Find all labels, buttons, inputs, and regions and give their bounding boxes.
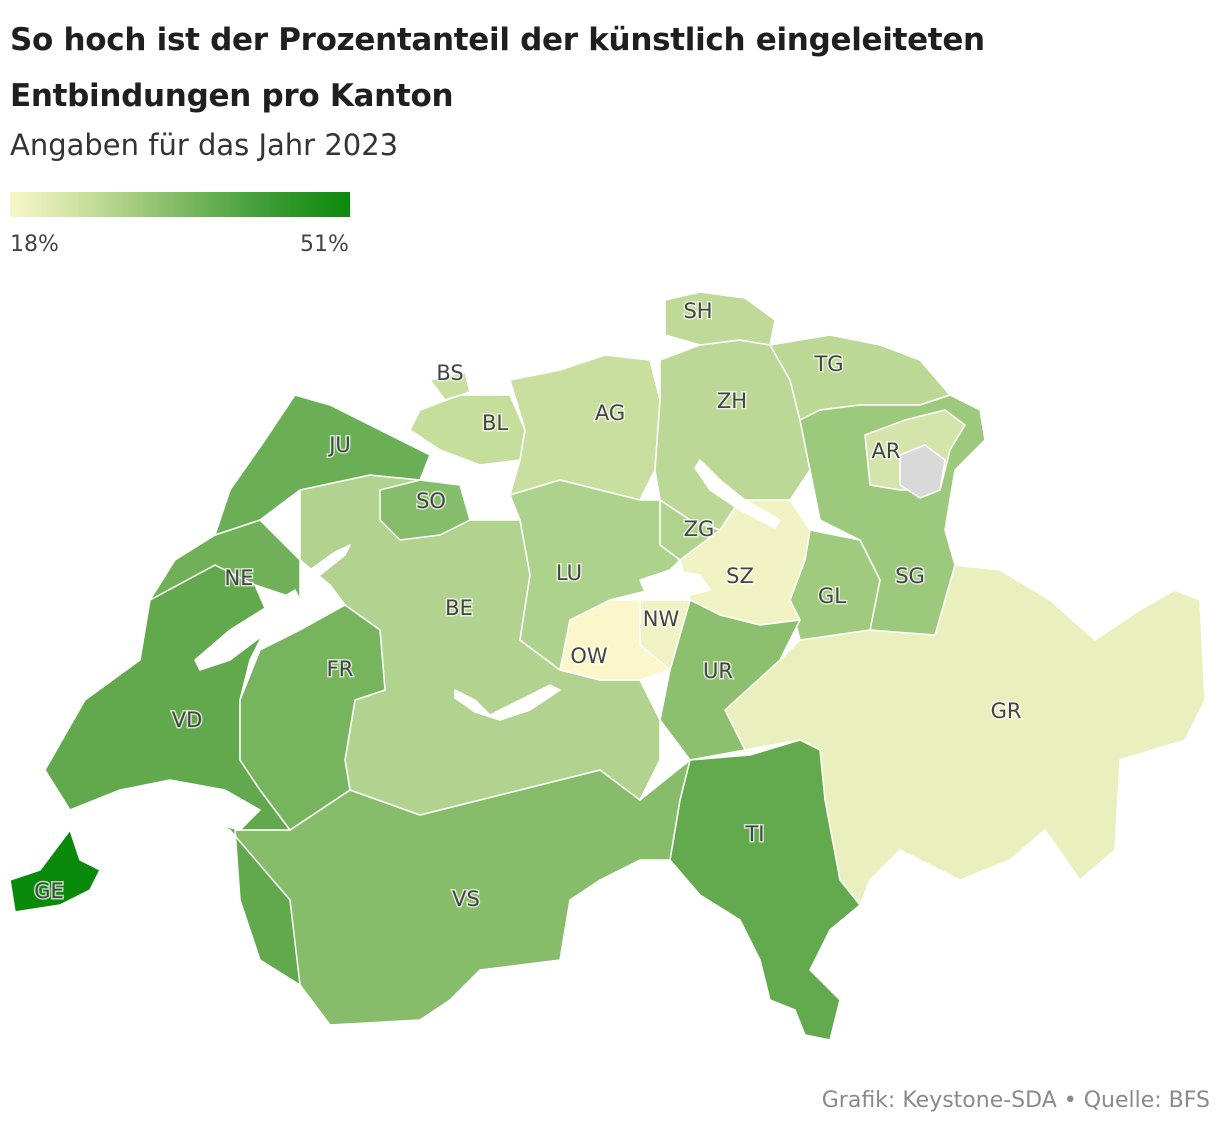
legend-min-label: 18% [10,232,59,257]
legend-max-label: 51% [300,232,349,257]
region-vd[interactable] [44,564,301,986]
lake-zurich [694,459,781,529]
label-nw: NW [643,607,680,631]
lakes [69,459,781,831]
label-so: SO [416,489,446,513]
label-vs: VS [452,887,480,911]
region-so[interactable] [379,479,471,541]
label-fr: FR [327,657,354,681]
region-sh[interactable] [664,291,776,346]
legend-color-scale [10,192,350,217]
region-ow[interactable] [559,599,671,681]
label-zg: ZG [684,517,715,541]
region-bs[interactable] [429,371,471,401]
lake-biel [309,544,351,576]
label-zh: ZH [717,389,747,413]
region-ti[interactable] [669,739,861,1041]
lake-lucerne [639,569,711,596]
switzerland-map: SH TG BS AG BL ZH JU AR SO ZG LU SZ NE S… [9,291,1206,1041]
label-bs: BS [436,361,463,385]
label-bl: BL [482,411,508,435]
label-ag: AG [595,401,625,425]
lake-thun-brienz [454,684,561,721]
lake-neuchatel [194,589,301,671]
label-ju: JU [327,433,351,457]
label-sh: SH [683,299,712,323]
canton-regions [9,291,1206,1041]
label-ur: UR [703,659,733,683]
lake-geneva [69,779,261,831]
source-credit: Grafik: Keystone-SDA • Quelle: BFS [821,1088,1210,1113]
label-lu: LU [556,561,582,585]
region-ju[interactable] [214,394,431,536]
label-vd: VD [172,708,203,732]
region-fr[interactable] [239,604,386,831]
chart-title: So hoch ist der Prozentanteil der künstl… [10,22,985,114]
region-ge[interactable] [9,829,101,913]
label-ar: AR [872,439,901,463]
label-ow: OW [570,644,608,668]
canton-labels: SH TG BS AG BL ZH JU AR SO ZG LU SZ NE S… [33,298,1023,913]
label-ge: GE [34,879,64,903]
label-gl: GL [818,584,846,608]
label-sz: SZ [726,564,754,588]
chart-subtitle: Angaben für das Jahr 2023 [10,128,399,162]
label-be: BE [445,596,473,620]
label-sg: SG [895,564,925,588]
region-ur[interactable] [659,599,801,761]
region-ai[interactable] [899,444,946,499]
label-tg: TG [813,352,843,376]
region-ne[interactable] [149,519,301,601]
region-ag[interactable] [509,354,661,501]
label-ne: NE [225,566,254,590]
label-gr: GR [991,699,1022,723]
label-ti: TI [744,822,764,846]
